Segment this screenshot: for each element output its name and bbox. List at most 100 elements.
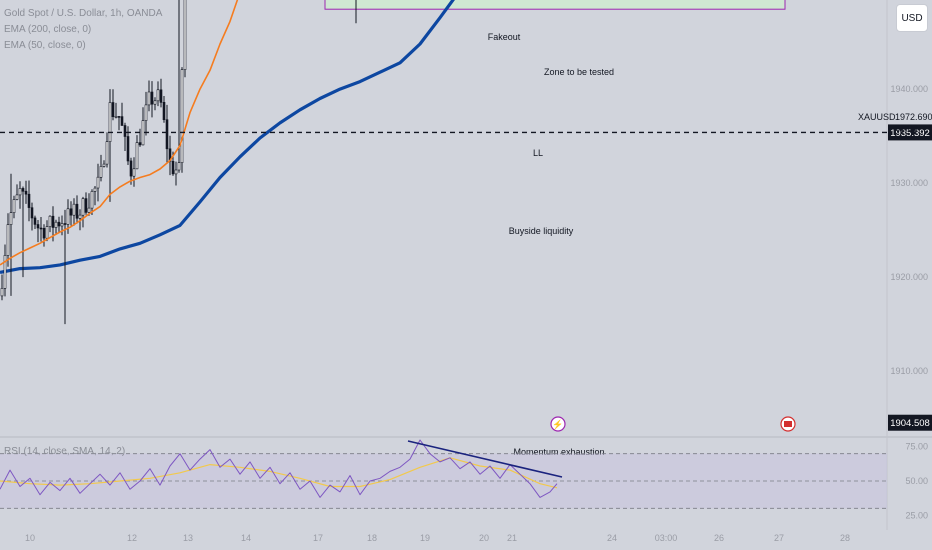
level-price-label: 1904.508 xyxy=(890,418,930,429)
candle-body xyxy=(45,226,49,239)
ema-slow-legend: EMA (200, close, 0) xyxy=(4,24,92,35)
candle xyxy=(165,104,169,164)
candle-body xyxy=(39,227,43,230)
candle xyxy=(159,78,163,108)
candle-body xyxy=(15,194,19,200)
candle-body xyxy=(111,102,115,117)
candle xyxy=(18,181,22,209)
candle xyxy=(15,184,19,201)
time-tick-label: 17 xyxy=(313,533,323,543)
candle-body xyxy=(6,224,10,256)
rsi-tick-label: 25.00 xyxy=(905,510,928,520)
candle-body xyxy=(156,89,160,102)
price-tick-label: 1910.000 xyxy=(890,366,928,376)
time-tick-label: 20 xyxy=(479,533,489,543)
candle xyxy=(81,196,85,228)
candle xyxy=(183,0,187,78)
currency-button[interactable]: USD xyxy=(896,4,928,32)
candle-body xyxy=(96,176,100,189)
candle-body xyxy=(123,125,127,137)
candle-body xyxy=(183,0,187,70)
candle-body xyxy=(138,142,142,146)
candle-body xyxy=(27,193,31,208)
candle xyxy=(57,216,61,233)
candle xyxy=(36,220,40,243)
candle-body xyxy=(90,191,94,209)
candle xyxy=(69,201,73,226)
candle-body xyxy=(87,207,91,213)
candle-body xyxy=(180,69,184,163)
candle xyxy=(21,186,25,278)
candle-body xyxy=(159,89,163,103)
candle xyxy=(111,89,115,121)
time-tick-label: 19 xyxy=(420,533,430,543)
candle xyxy=(138,128,142,147)
level-price-tag xyxy=(888,414,932,431)
candle xyxy=(355,0,357,24)
momentum-label: Momentum exhaustion xyxy=(513,447,604,457)
candle xyxy=(150,81,154,118)
time-tick-label: 12 xyxy=(127,533,137,543)
candle xyxy=(147,80,151,112)
candle-body xyxy=(144,104,148,121)
candle xyxy=(177,0,181,173)
candle xyxy=(162,96,166,123)
candle-body xyxy=(33,217,37,225)
candle-body xyxy=(108,102,112,143)
candle xyxy=(12,195,16,219)
candle xyxy=(180,67,184,173)
candle-body xyxy=(78,214,82,219)
candle-body xyxy=(165,119,169,150)
candle-body xyxy=(105,141,109,165)
time-tick-label: 21 xyxy=(507,533,517,543)
rsi-tick-label: 50.00 xyxy=(905,476,928,486)
candle xyxy=(114,102,118,119)
candle xyxy=(75,195,79,224)
ema-200-line xyxy=(0,0,455,274)
time-tick-label: 14 xyxy=(241,533,251,543)
grid xyxy=(0,0,932,530)
level-price-label: 1935.392 xyxy=(890,128,930,139)
candle-body xyxy=(0,288,4,297)
candle xyxy=(156,81,160,107)
candle xyxy=(174,161,178,186)
time-tick-label: 24 xyxy=(607,533,617,543)
candle xyxy=(39,217,43,242)
candle xyxy=(90,189,94,215)
candle xyxy=(135,135,139,170)
candle-body xyxy=(114,116,118,118)
rsi-legend: RSI (14, close, SMA, 14, 2) xyxy=(4,446,126,457)
candle xyxy=(102,160,106,168)
rsi-path xyxy=(0,439,558,498)
candle xyxy=(54,219,58,234)
candle xyxy=(3,244,7,297)
candle-body xyxy=(54,221,58,228)
candle xyxy=(153,97,157,111)
lightning-icon: ⚡ xyxy=(552,419,563,431)
time-tick-label: 26 xyxy=(714,533,724,543)
candles xyxy=(0,0,357,325)
us-flag-icon xyxy=(784,421,792,427)
level-price-tag xyxy=(888,124,932,141)
candle xyxy=(93,186,97,206)
symbol-legend: Gold Spot / U.S. Dollar, 1h, OANDA xyxy=(4,8,163,19)
fakeout-label: Fakeout xyxy=(488,32,521,42)
candle-body xyxy=(12,199,16,213)
candle xyxy=(27,180,31,222)
candle xyxy=(99,154,103,182)
time-tick-label: 27 xyxy=(774,533,784,543)
time-tick-label: 03:00 xyxy=(655,533,678,543)
last-price-label: 1972.690 xyxy=(895,112,932,122)
candle xyxy=(48,215,52,233)
ema-200-path xyxy=(0,0,455,274)
candle-body xyxy=(42,228,46,239)
candle-body xyxy=(36,224,40,229)
candle xyxy=(132,157,136,187)
candle-body xyxy=(174,169,178,175)
candle-body xyxy=(51,215,55,228)
time-tick-label: 10 xyxy=(25,533,35,543)
symbol-label: XAUUSD xyxy=(858,112,896,122)
candle-body xyxy=(132,168,136,177)
